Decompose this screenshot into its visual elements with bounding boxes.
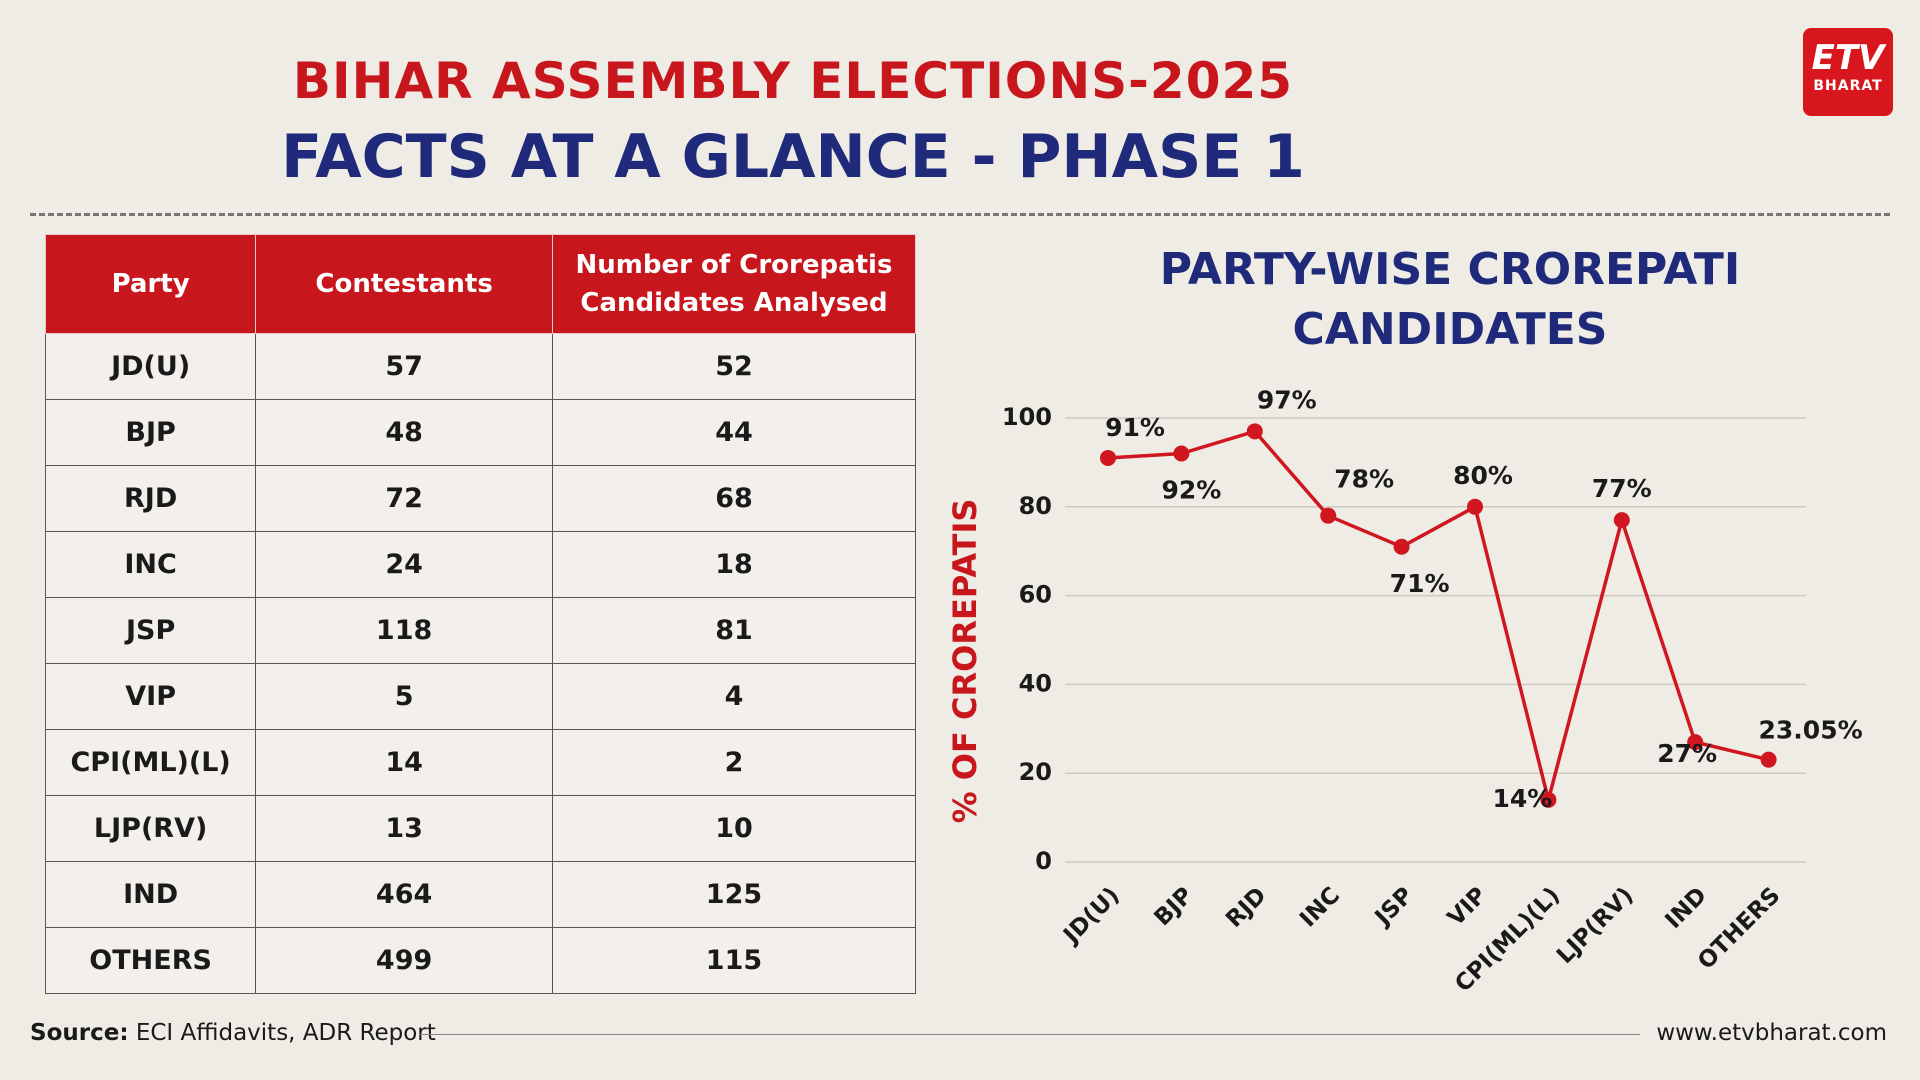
point [1246,423,1263,440]
table-cell: 125 [551,861,917,928]
table-cell: JD(U) [44,333,257,400]
source: Source: ECI Affidavits, ADR Report [30,1020,436,1046]
website: www.etvbharat.com [1656,1020,1887,1046]
table-cell: 81 [551,597,917,664]
column-header: Number of Crorepatis Candidates Analysed [551,234,917,334]
table-cell: CPI(ML)(L) [44,729,257,796]
x-tick-label: JSP [1369,882,1418,931]
table-cell: 24 [255,531,553,598]
table: Party Contestants Number of Crorepatis Can… [44,234,917,994]
point [1320,507,1337,524]
table-row: RJD 72 68 [44,465,917,532]
x-tick-label: VIP [1443,882,1492,931]
table-cell: 4 [551,663,917,730]
y-tick-label: 40 [1019,669,1052,697]
x-tick-label: RJD [1221,882,1271,932]
column-header: Party [44,234,257,334]
x-tick-label: INC [1295,882,1345,932]
point [1100,449,1116,466]
line [1107,429,1770,801]
table-cell: 14 [255,729,553,796]
table-cell: 52 [551,333,917,400]
value-label: 27% [1657,739,1717,768]
table-cell: JSP [44,597,257,664]
divider [30,213,1890,216]
point [1760,751,1777,768]
x-tick-label: IND [1660,882,1712,934]
x-tick-label: LJP(RV) [1552,882,1639,969]
table-row: INC 24 18 [44,531,917,598]
y-tick-label: 100 [1002,403,1052,431]
value-label: 23.05% [1759,716,1863,745]
y-tick-label: 80 [1019,492,1052,520]
value-label: 71% [1390,569,1450,598]
column-header: Contestants [255,234,553,334]
table-cell: 18 [551,531,917,598]
table-cell: LJP(RV) [44,795,257,862]
point [1173,445,1190,462]
table-row: JD(U) 57 52 [44,333,917,400]
point [1613,512,1630,529]
table-cell: OTHERS [44,927,257,994]
y-tick-label: 20 [1019,758,1052,786]
x-tick-label: BJP [1149,882,1198,931]
x-tick-label: JD(U) [1057,882,1124,949]
point [1687,734,1704,751]
logo-mark: ETV [1811,38,1885,78]
source-label: Source: [30,1020,129,1046]
table-cell: 10 [551,795,917,862]
table-cell: 499 [255,927,553,994]
table-row: LJP(RV) 13 10 [44,795,917,862]
table-row: BJP 48 44 [44,399,917,466]
y-tick-label: 60 [1019,581,1052,609]
y-axis-label: % OF CROREPATIS [946,499,984,824]
table-cell: INC [44,531,257,598]
value-label: 14% [1492,784,1552,813]
table-cell: VIP [44,663,257,730]
footer-rule [420,1034,1640,1035]
subtitle: FACTS AT A GLANCE - PHASE 1 [281,122,1305,192]
logo-text: BHARAT [1813,78,1883,94]
value-label: 97% [1257,385,1317,414]
table-cell: 118 [255,597,553,664]
table-cell: IND [44,861,257,928]
table-row: JSP 118 81 [44,597,917,664]
table-row: CPI(ML)(L) 14 2 [44,729,917,796]
value-label: 80% [1453,461,1513,490]
logo: ETV BHARAT [1803,28,1893,116]
header-row: Party Contestants Number of Crorepatis Can… [44,234,917,334]
value-label: 77% [1592,474,1652,503]
value-label: 92% [1161,476,1221,505]
y-tick-label: 0 [1035,847,1052,875]
point [1393,538,1410,555]
table-cell: 48 [255,399,553,466]
table-cell: 5 [255,663,553,730]
table-cell: 57 [255,333,553,400]
point [1540,791,1557,808]
table-cell: 464 [255,861,553,928]
table-cell: 2 [551,729,917,796]
point [1467,498,1483,515]
table-row: IND 464 125 [44,861,917,928]
table-row: OTHERS 499 115 [44,927,917,994]
table-row: VIP 5 4 [44,663,917,730]
table-cell: 13 [255,795,553,862]
source-text: ECI Affidavits, ADR Report [135,1020,436,1046]
value-label: 78% [1334,465,1394,494]
chart-title: PARTY-WISE CROREPATI CANDIDATES [1159,244,1741,355]
table-cell: 72 [255,465,553,532]
table-cell: RJD [44,465,257,532]
table-cell: 68 [551,465,917,532]
value-label: 91% [1105,413,1165,442]
table-cell: 44 [551,399,917,466]
title: BIHAR ASSEMBLY ELECTIONS-2025 [292,52,1294,110]
table-cell: 115 [551,927,917,994]
table-cell: BJP [44,399,257,466]
